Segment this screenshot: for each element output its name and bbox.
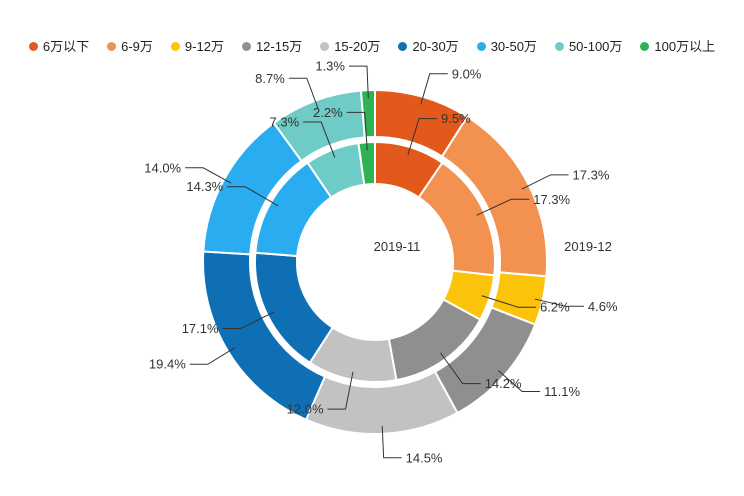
slice-value-label: 7.3%	[270, 115, 300, 130]
slice-value-label: 11.1%	[544, 384, 580, 399]
slice-value-label: 17.3%	[533, 192, 570, 207]
slice-value-label: 14.2%	[485, 376, 522, 391]
legend-label: 15-20万	[334, 39, 381, 54]
slice-value-label: 17.1%	[182, 321, 219, 336]
label-line	[440, 352, 481, 385]
legend-item-3[interactable]: 9-12万	[170, 39, 224, 54]
legend-label: 50-100万	[568, 39, 623, 54]
label-line	[420, 73, 448, 105]
slice-value-labels: 9.5% 17.3% 6.2% 14.2% 12.0% 17.1% 14.3% 7.3% 2.2…	[144, 59, 618, 466]
legend-item-8[interactable]: 50-100万	[554, 39, 623, 54]
label-line	[346, 111, 368, 151]
slice-2019-11-8[interactable]	[357, 140, 376, 186]
label-line	[327, 371, 354, 410]
slice-value-label: 4.6%	[588, 299, 618, 314]
legend-item-6[interactable]: 20-30万	[398, 39, 459, 54]
legend-color-dot	[241, 42, 251, 51]
legend-label: 6-9万	[121, 39, 153, 54]
legend-color-dot	[640, 42, 650, 51]
slice-value-label: 9.5%	[441, 111, 471, 126]
legend-color-dot	[320, 42, 330, 51]
slice-value-label: 8.7%	[255, 71, 285, 86]
legend-label: 12-15万	[255, 39, 303, 54]
slice-value-label: 2.2%	[313, 105, 343, 120]
slice-value-label: 17.3%	[573, 167, 610, 182]
label-line	[407, 118, 438, 156]
slice-value-label: 14.0%	[144, 160, 181, 175]
legend-item-2[interactable]: 6-9万	[107, 40, 153, 53]
label-line	[534, 298, 584, 307]
label-line	[288, 77, 319, 109]
label-line	[521, 174, 569, 190]
label-line	[227, 186, 279, 207]
legend-label: 30-50万	[490, 39, 537, 54]
legend-color-dot	[554, 42, 564, 51]
legend-item-5[interactable]: 15-20万	[320, 40, 380, 53]
label-line	[348, 65, 369, 99]
label-line	[185, 167, 232, 184]
legend-color-dot	[170, 42, 180, 51]
slice-value-label: 14.3%	[186, 179, 223, 194]
legend-color-dot	[28, 42, 38, 51]
legend-color-dot	[107, 42, 117, 51]
slice-value-label: 12.0%	[287, 402, 324, 417]
slice-value-label: 19.4%	[149, 357, 186, 372]
legend-item-9[interactable]: 100万以上	[640, 40, 715, 53]
legend-color-dot	[476, 42, 486, 51]
donut-slices	[201, 88, 548, 435]
label-line	[481, 295, 537, 308]
legend-label: 6万以下	[42, 39, 90, 54]
label-line	[476, 198, 530, 216]
inner-series-label: 2019-11	[374, 239, 421, 254]
label-line	[222, 311, 275, 330]
label-line	[303, 121, 336, 158]
slice-value-label: 9.0%	[452, 66, 482, 81]
label-line	[497, 369, 541, 392]
legend-item-4[interactable]: 12-15万	[241, 39, 303, 54]
slice-value-label: 1.3%	[315, 59, 345, 74]
legend-label: 100万以上	[654, 39, 716, 54]
slice-value-label: 6.2%	[540, 300, 570, 315]
legend-color-dot	[398, 42, 408, 51]
label-line	[381, 425, 402, 459]
legend-item-7[interactable]: 30-50万	[476, 39, 537, 54]
label-line	[189, 347, 236, 365]
slice-2019-12-8[interactable]	[359, 88, 376, 139]
legend-item-1[interactable]: 6万以下	[28, 39, 90, 54]
chart-legend: 6万以下 6-9万 9-12万 12-15万 15-20万 20-30万 30-50万 50-…	[0, 40, 744, 53]
slice-value-label: 14.5%	[406, 450, 443, 465]
label-leader-lines	[185, 65, 584, 459]
legend-label: 20-30万	[412, 39, 459, 54]
legend-label: 9-12万	[184, 39, 224, 54]
outer-series-label: 2019-12	[564, 239, 612, 254]
